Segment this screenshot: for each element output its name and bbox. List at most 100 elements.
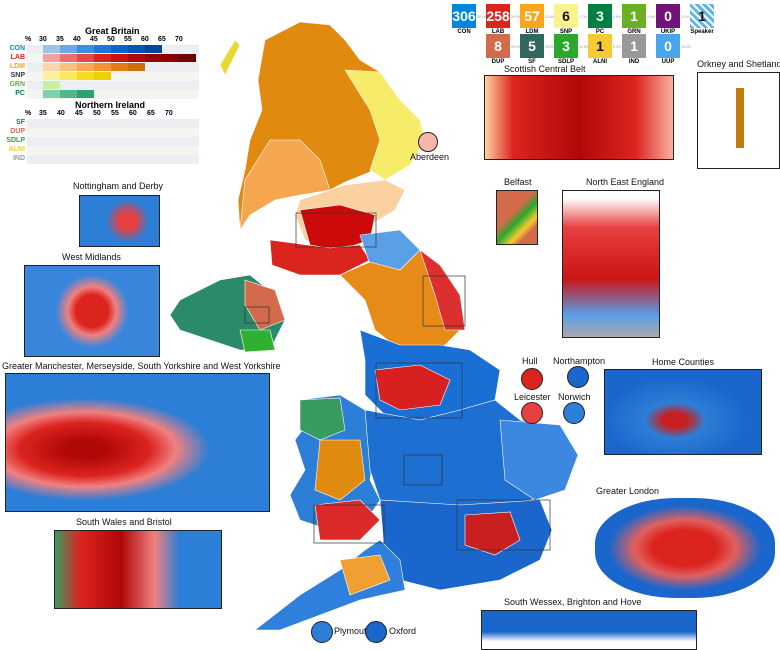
legend-tick: 50 [107,36,115,43]
region-east-anglia [499,419,579,501]
legend-swatch [43,81,60,89]
legend-tick: 60 [141,36,149,43]
legend-party: IND [12,155,25,162]
legend-row [27,137,199,146]
party-name: UUP [661,59,675,65]
vote-share: 16.5% [579,45,589,49]
label-west-midlands: West Midlands [62,252,121,262]
seat-box-uup: 0 [656,34,680,58]
legend-swatch [60,72,77,80]
seat-box-alni: 1 [588,34,612,58]
seat-box-snp: 6 [554,4,578,28]
seat-count: 1 [596,38,604,54]
legend-swatch [128,45,145,53]
seat-box-pc: 3 [588,4,612,28]
legend-party: LAB [10,54,25,61]
legend-swatch [43,72,60,80]
vote-share: 29.0% [511,15,521,19]
seat-box-ind: 1 [622,34,646,58]
legend-tick: 40 [73,36,81,43]
legend-party: SNP [10,72,25,79]
party-name: PC [595,29,605,35]
seat-count: 8 [494,38,502,54]
inset-south-wales-bristol [54,530,222,609]
inset-greater-manchester [5,373,270,512]
legend-gb-title: Great Britain [85,26,140,36]
legend-tick: 70 [165,110,173,117]
inset-leicester [521,402,543,424]
label-south-wales-bristol: South Wales and Bristol [76,517,172,527]
legend-party: SDLP [6,137,25,144]
vote-share: 15.2% [681,45,691,49]
legend-tick: 45 [75,110,83,117]
seat-count: 6 [562,8,570,24]
inset-scottish-central-belt [484,75,674,160]
party-name: SNP [559,29,573,35]
legend-swatch [43,63,60,71]
legend-party: SF [16,119,25,126]
label-hull: Hull [522,356,538,366]
inset-north-east-england [562,190,660,338]
legend-party: ALNI [8,146,25,153]
legend-row [27,63,199,72]
legend-tick: 50 [93,110,101,117]
legend-party: LDM [9,63,25,70]
inset-hull [521,368,543,390]
inset-nottingham-derby [79,195,160,247]
vote-share: 3.1% [681,15,689,19]
label-orkney-shetland: Orkney and Shetland [697,59,780,69]
legend-swatch [111,45,128,53]
vote-share: 23.0% [545,15,555,19]
legend-swatch [162,54,179,62]
seat-count: 5 [528,38,536,54]
inset-greater-london [595,498,775,598]
vote-share: 36.1% [477,15,487,19]
label-aberdeen: Aberdeen [410,152,450,162]
seat-count: 1 [630,8,638,24]
seat-count: 1 [630,38,638,54]
legend-gb-percent: % [25,36,32,43]
party-name: LAB [491,29,505,35]
legend-party: DUP [10,128,25,135]
vote-share: 0.9% [647,15,655,19]
region-ni-south [239,329,276,353]
label-greater-london: Greater London [596,486,660,496]
party-name: Speaker [690,29,714,35]
party-name: CON [457,29,471,35]
legend-great-britain: Great Britain % 30 35 40 45 50 55 60 65 70 CON LAB… [5,26,200,99]
legend-swatch [43,45,60,53]
inset-orkney-shetland [697,72,780,169]
legend-swatch [43,54,60,62]
vote-share: 25.5% [545,45,555,49]
legend-swatch [43,90,60,98]
seat-count: 1 [698,8,706,24]
legend-row [27,128,199,137]
legend-swatch [128,63,145,71]
vote-share: 1.7% [579,15,587,19]
label-oxford: Oxford [389,626,417,636]
legend-swatch [94,54,111,62]
legend-swatch [111,63,128,71]
label-norwich: Norwich [558,392,591,402]
region-london [464,511,521,556]
seat-count: 258 [486,8,510,24]
inset-aberdeen [418,132,438,152]
legend-ni-percent: % [25,110,32,117]
legend-tick: 60 [129,110,137,117]
legend-row [27,81,199,90]
party-name: SF [528,59,536,65]
seat-box-sf: 5 [520,34,544,58]
vote-share: 0.6% [613,15,621,19]
seat-count: 306 [452,8,476,24]
legend-swatch [77,45,94,53]
label-home-counties: Home Counties [652,357,715,367]
legend-tick: 45 [90,36,98,43]
seat-box-ukip: 0 [656,4,680,28]
legend-swatch [179,54,196,62]
legend-swatch [60,90,77,98]
legend-swatch [77,54,94,62]
legend-northern-ireland: Northern Ireland % 35 40 45 50 55 60 65 70 SF DUP… [5,100,200,164]
legend-swatch [77,90,94,98]
vote-share: 6.4% [613,45,621,49]
